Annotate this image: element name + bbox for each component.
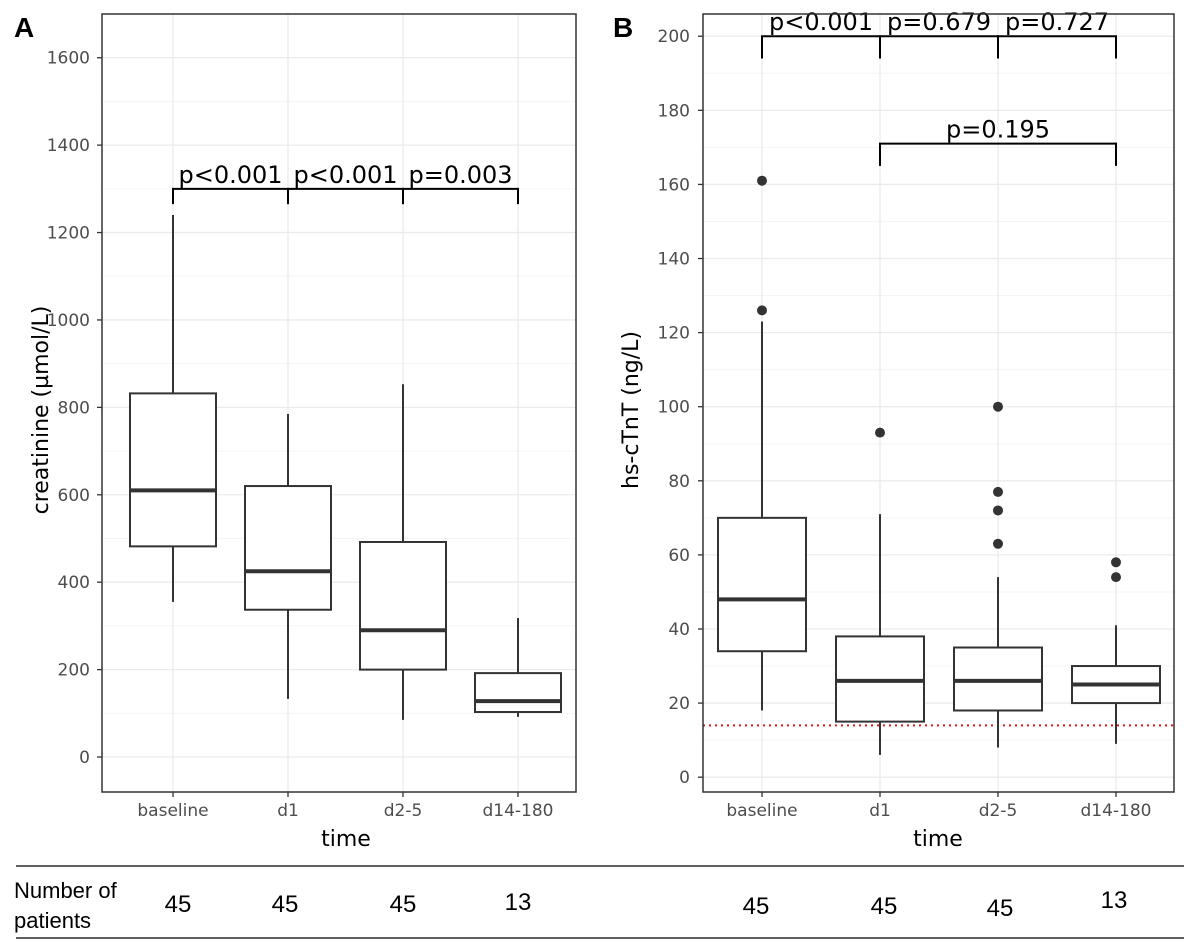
panel-a-border [101, 13, 577, 793]
panel-a-y-tick-label: 1000 [47, 311, 90, 331]
panel-a-x-axis-title: time [321, 827, 371, 852]
panel-b-border [702, 13, 1175, 793]
panel-b-outlier-point [875, 427, 885, 438]
patients-count-cell: 45 [987, 895, 1014, 922]
panel-b-y-tick-label: 80 [668, 472, 690, 492]
panel-a-y-tick-label: 0 [79, 748, 90, 768]
panel-a-y-axis-title: creatinine (µmol/L) [29, 306, 54, 515]
panel-b-outlier-point [1111, 572, 1121, 583]
panel-b-comparison-label: p=0.195 [946, 116, 1050, 144]
panel-a-comparison-label: p<0.001 [178, 161, 282, 189]
panel-b-tag: B [613, 12, 633, 43]
panel-a-y-tick-label: 200 [58, 661, 90, 681]
panel-a-y-tick-label: 1200 [47, 224, 90, 244]
panel-b-y-tick-label: 160 [658, 175, 690, 195]
patients-count-cell: 45 [390, 891, 417, 918]
panel-b-comparison-label: p<0.001 [769, 8, 873, 36]
panel-b-y-tick-label: 120 [658, 324, 690, 344]
panel-b-y-tick-label: 60 [668, 546, 690, 566]
panel-b-y-tick-label: 200 [658, 27, 690, 47]
panel-a-box-d1 [244, 485, 332, 611]
panel-a-box-d2-5 [359, 540, 447, 671]
panel-b-y-tick-label: 20 [668, 694, 690, 714]
panel-a-y-tick-label: 1400 [47, 136, 90, 156]
panel-a-x-tick-label: d1 [277, 801, 299, 821]
panel-b-y-tick-label: 40 [668, 620, 690, 640]
panel-a-y-tick-label: 400 [58, 573, 90, 593]
panel-b-y-tick-label: 0 [679, 768, 690, 788]
panel-a-x-tick-label: baseline [137, 801, 208, 821]
patients-count-cell: 45 [165, 891, 192, 918]
panel-a-x-tick-label: d2-5 [384, 801, 423, 821]
panel-b-comparison-bracket [997, 35, 1117, 59]
panel-b-box-baseline [717, 516, 807, 653]
panel-b-comparison-bracket [879, 142, 1117, 166]
panel-b-y-tick-label: 180 [658, 101, 690, 121]
patients-counts: 45 45 45 13 45 45 45 13 [165, 887, 1128, 922]
panel-b-comparison-label: p=0.727 [1005, 8, 1109, 36]
table-row-label-line1: Number of [14, 878, 118, 903]
patients-count-cell: 45 [272, 891, 299, 918]
panel-b-y-tick-label: 100 [658, 398, 690, 418]
patients-count-cell: 45 [871, 893, 898, 920]
panel-b-plot: p<0.001 p=0.679 p=0.727 p=0.195 0 20 40 60 80 100… [658, 8, 1175, 821]
panel-b-outlier-point [993, 486, 1003, 497]
table-row-label-line2: patients [14, 908, 91, 933]
panel-b-outlier-point [757, 305, 767, 316]
panel-a-box-baseline [129, 392, 217, 548]
panel-a-comparison-label: p=0.003 [408, 161, 512, 189]
panel-b-outlier-point [757, 175, 767, 186]
panel-a-y-tick-label: 600 [58, 486, 90, 506]
panel-b-x-axis-title: time [913, 827, 963, 852]
panel-b-outlier-point [1111, 557, 1121, 568]
panel-a-x-tick-label: d14-180 [482, 801, 553, 821]
panel-a-box-d14-180 [474, 672, 562, 714]
panel-b-outlier-point [993, 505, 1003, 516]
panel-a-y-tick-label: 800 [58, 398, 90, 418]
panel-b-x-tick-label: d1 [869, 801, 891, 821]
panel-a-plot: p<0.001 p<0.001 p=0.003 0 200 400 600 800 1000 12… [47, 13, 577, 821]
panel-b-y-tick-label: 140 [658, 250, 690, 270]
panel-b-x-tick-label: baseline [726, 801, 797, 821]
panel-b-outlier-point [993, 538, 1003, 549]
patients-count-cell: 13 [1101, 887, 1128, 914]
panel-b-x-tick-label: d2-5 [979, 801, 1018, 821]
panel-b-outlier-point [993, 401, 1003, 412]
panel-a-comparison-label: p<0.001 [293, 161, 397, 189]
panel-a-tag: A [14, 12, 34, 43]
patients-count-cell: 45 [743, 893, 770, 920]
panel-b-y-axis-title: hs-cTnT (ng/L) [619, 331, 644, 489]
panel-a-comparison-bracket [402, 187, 519, 205]
panel-a-y-tick-label: 1600 [47, 49, 90, 69]
panel-b-comparison-label: p=0.679 [887, 8, 991, 36]
patients-count-cell: 13 [505, 889, 532, 916]
panel-b-x-tick-label: d14-180 [1080, 801, 1151, 821]
